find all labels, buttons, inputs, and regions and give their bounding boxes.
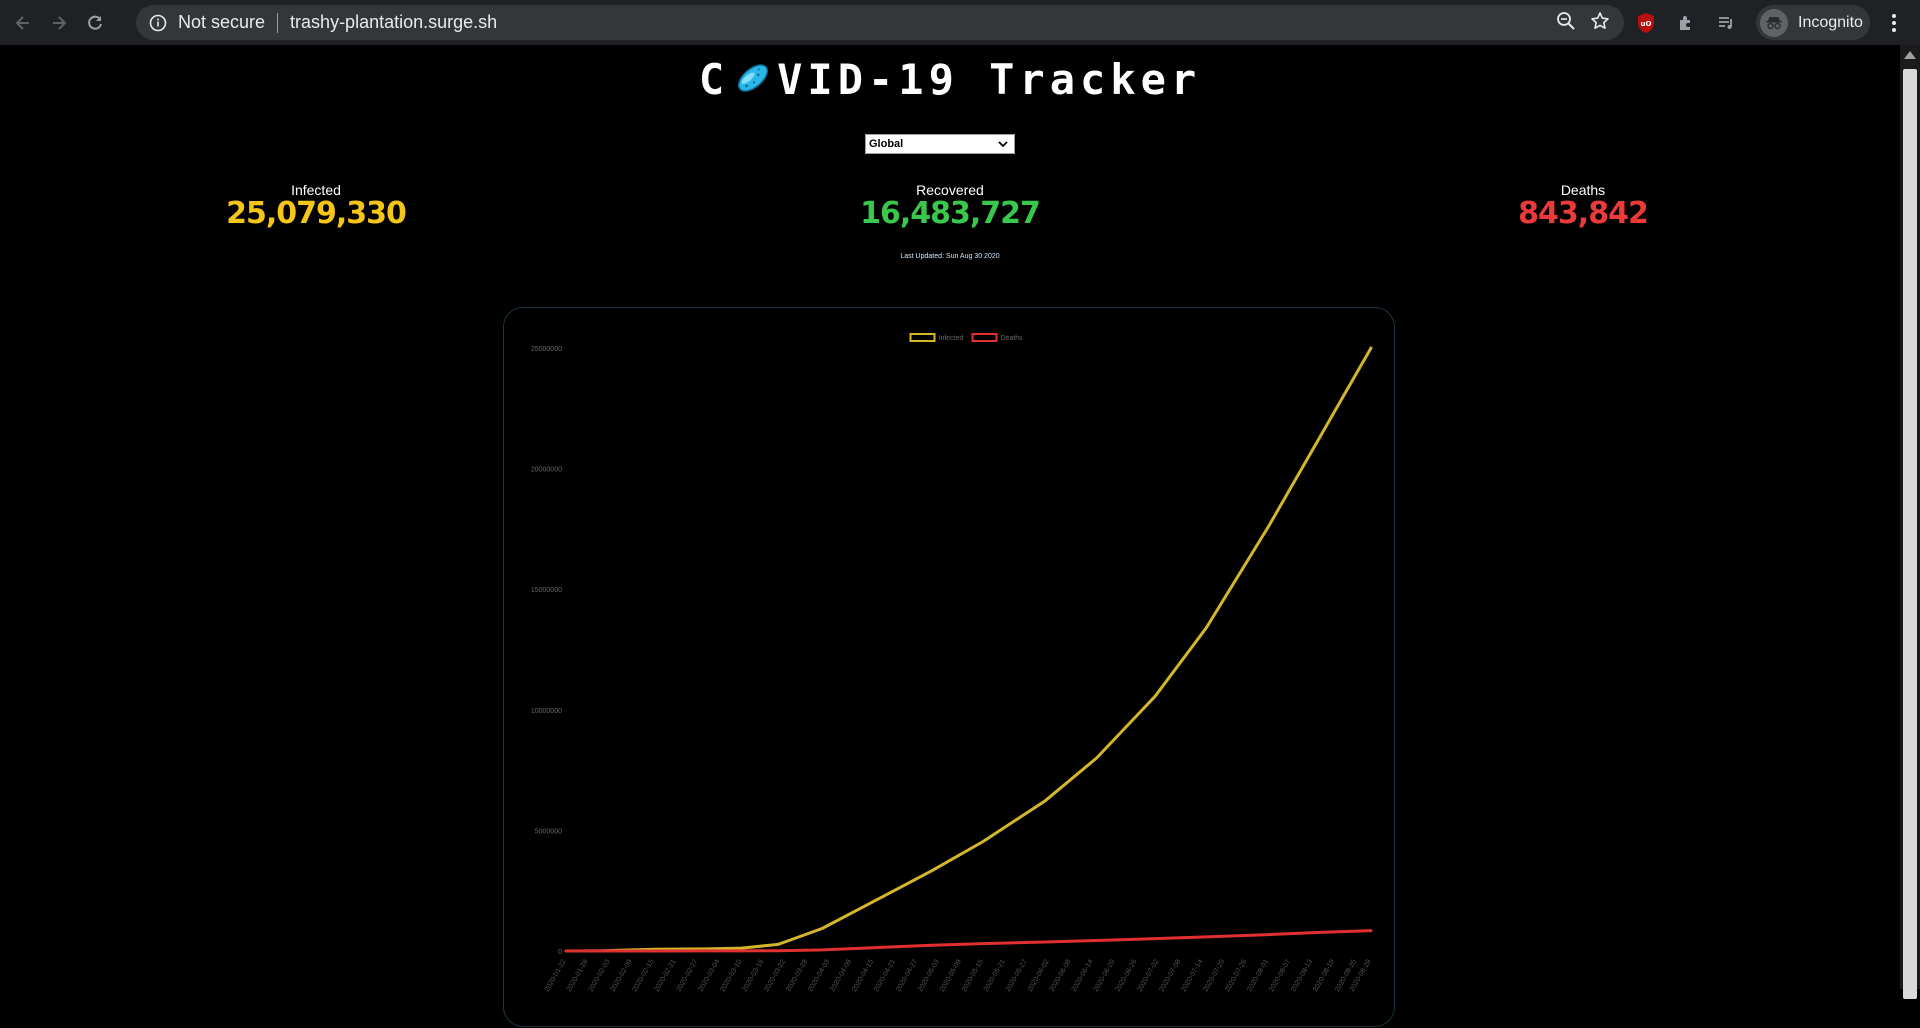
- svg-text:uO: uO: [1641, 20, 1652, 28]
- x-tick-label: 2020-08-13: [1290, 958, 1314, 993]
- chart-card: 0 5000000 10000000 15000000 20000000 25000000…: [503, 307, 1395, 1027]
- y-tick-label: 5000000: [535, 828, 562, 835]
- x-tick-label: 2020-08-19: [1312, 958, 1336, 993]
- x-tick-label: 2020-01-22: [544, 958, 568, 993]
- x-tick-label: 2020-06-14: [1071, 958, 1095, 993]
- info-icon[interactable]: [148, 13, 168, 33]
- y-tick-label: 15000000: [531, 587, 562, 594]
- menu-icon[interactable]: [1884, 10, 1904, 36]
- scroll-thumb[interactable]: [1903, 69, 1917, 999]
- x-tick-label: 2020-02-03: [588, 958, 612, 993]
- back-icon[interactable]: [10, 10, 36, 36]
- x-tick-label: 2020-02-21: [654, 958, 678, 993]
- forward-icon[interactable]: [46, 10, 72, 36]
- x-tick-label: 2020-02-15: [632, 958, 656, 993]
- y-tick-label: 10000000: [531, 708, 562, 715]
- title-prefix: C: [698, 55, 730, 104]
- series-line-infected: [564, 346, 1373, 953]
- x-tick-label: 2020-03-10: [719, 958, 743, 993]
- extensions-row: uO: [1632, 6, 1740, 39]
- extensions-icon[interactable]: [1672, 9, 1700, 37]
- x-tick-label: 2020-08-01: [1246, 958, 1270, 993]
- stat-infected-label: Infected: [291, 182, 341, 198]
- x-tick-label: 2020-02-09: [610, 958, 634, 993]
- x-tick-label: 2020-03-22: [763, 958, 787, 993]
- x-tick-label: 2020-04-27: [895, 958, 919, 993]
- country-select-value: Global: [869, 138, 904, 150]
- browser-toolbar: Not secure trashy-plantation.surge.sh uO…: [0, 0, 1920, 45]
- country-select[interactable]: Global: [865, 134, 1015, 154]
- page-content: C VID-19 Tracker Global Infected 25,079,…: [0, 45, 1900, 1027]
- x-tick-label: 2020-05-03: [917, 958, 941, 993]
- x-tick-label: 2020-05-27: [1005, 958, 1029, 993]
- title-suffix: VID-19 Tracker: [777, 55, 1202, 104]
- x-tick-label: 2020-03-16: [741, 958, 765, 993]
- x-tick-label: 2020-06-02: [1027, 958, 1051, 993]
- x-tick-label: 2020-05-15: [961, 958, 985, 993]
- ublock-icon[interactable]: uO: [1632, 9, 1660, 37]
- omnibox-divider: [277, 12, 279, 33]
- x-tick-label: 2020-01-28: [566, 958, 590, 993]
- y-tick-label: 20000000: [531, 467, 562, 474]
- address-bar[interactable]: Not secure trashy-plantation.surge.sh: [136, 5, 1624, 40]
- scroll-up-arrow-icon[interactable]: [1904, 51, 1916, 59]
- url-text[interactable]: trashy-plantation.surge.sh: [290, 12, 498, 32]
- x-tick-label: 2020-03-28: [785, 958, 809, 993]
- incognito-label: Incognito: [1798, 13, 1863, 31]
- series-line-deaths: [564, 929, 1373, 953]
- legend-label: Infected: [939, 335, 964, 342]
- x-tick-label: 2020-08-07: [1268, 958, 1292, 993]
- stat-recovered-value: 16,483,727: [860, 196, 1041, 231]
- x-tick-label: 2020-07-02: [1137, 958, 1161, 993]
- x-tick-label: 2020-03-04: [697, 958, 721, 993]
- omnibox-actions: [1556, 5, 1610, 40]
- x-tick-label: 2020-06-20: [1093, 958, 1117, 993]
- legend-swatch: [971, 333, 998, 342]
- virus-icon: [733, 58, 773, 108]
- x-tick-label: 2020-06-26: [1115, 958, 1139, 993]
- stat-deaths: Deaths 843,842: [1433, 182, 1733, 231]
- incognito-profile[interactable]: Incognito: [1756, 5, 1870, 40]
- page-title: C VID-19 Tracker: [0, 55, 1900, 108]
- incognito-icon: [1760, 8, 1788, 37]
- x-tick-label: 2020-02-27: [675, 958, 699, 993]
- x-tick-label: 2020-04-09: [829, 958, 853, 993]
- line-chart: 0 5000000 10000000 15000000 20000000 25000000…: [531, 333, 1373, 993]
- x-tick-label: 2020-05-21: [983, 958, 1007, 993]
- x-tick-label: 2020-06-08: [1049, 958, 1073, 993]
- stat-recovered: Recovered 16,483,727: [800, 182, 1100, 231]
- x-tick-label: 2020-07-14: [1180, 958, 1204, 993]
- stat-deaths-value: 843,842: [1518, 196, 1649, 231]
- reload-icon[interactable]: [82, 10, 108, 36]
- stat-recovered-label: Recovered: [916, 182, 984, 198]
- star-icon[interactable]: [1590, 11, 1610, 35]
- chevron-down-icon: [998, 141, 1008, 148]
- x-tick-label: 2020-04-03: [807, 958, 831, 993]
- y-tick-label: 0: [558, 949, 562, 956]
- x-tick-label: 2020-07-08: [1158, 958, 1182, 993]
- x-tick-label: 2020-05-09: [939, 958, 963, 993]
- y-tick-label: 25000000: [531, 346, 562, 353]
- stat-infected-value: 25,079,330: [226, 196, 407, 231]
- security-label[interactable]: Not secure: [178, 12, 266, 32]
- legend-swatch: [909, 333, 936, 342]
- vertical-scrollbar[interactable]: [1900, 45, 1920, 999]
- media-icon[interactable]: [1712, 9, 1740, 37]
- x-tick-label: 2020-04-15: [851, 958, 875, 993]
- zoom-icon[interactable]: [1556, 11, 1576, 35]
- stat-infected: Infected 25,079,330: [166, 182, 466, 231]
- x-tick-label: 2020-04-21: [873, 958, 897, 993]
- stat-deaths-label: Deaths: [1560, 182, 1606, 198]
- last-updated: Last Updated: Sun Aug 30 2020: [900, 253, 1000, 260]
- legend-label: Deaths: [1001, 335, 1024, 342]
- x-tick-label: 2020-07-20: [1202, 958, 1226, 993]
- x-tick-label: 2020-07-26: [1224, 958, 1248, 993]
